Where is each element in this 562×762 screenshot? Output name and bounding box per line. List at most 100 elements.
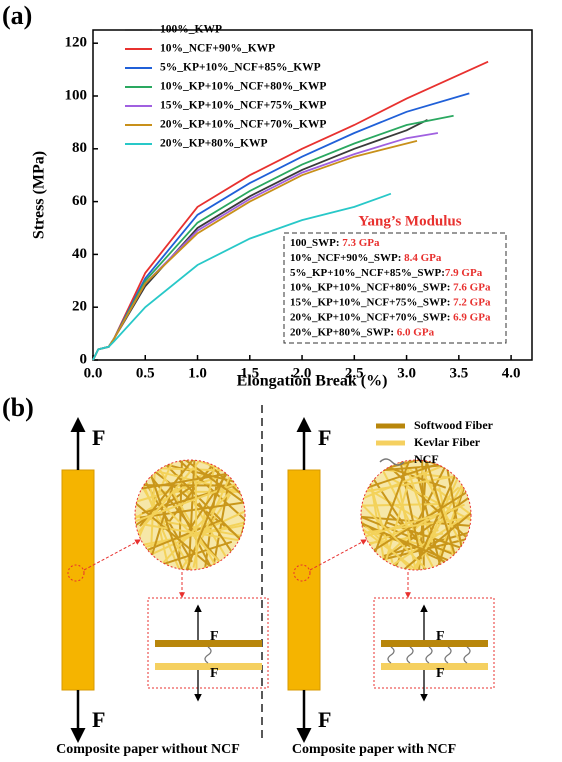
annotation-label: 20%_KP+80%_SWP: xyxy=(290,326,397,338)
annotation-value: 8.4 GPa xyxy=(404,251,442,263)
legend-label: Kevlar Fiber xyxy=(414,435,481,449)
fiber xyxy=(135,484,245,487)
legend-swatch xyxy=(379,458,405,466)
annotation-box xyxy=(283,232,507,344)
fiber xyxy=(361,498,452,570)
zoom-link xyxy=(83,539,142,571)
force-label: F xyxy=(92,707,105,732)
y-axis-title: Stress (MPa) xyxy=(31,151,48,239)
y-tick-label: 80 xyxy=(72,140,87,156)
force-label: F xyxy=(318,707,331,732)
fiber xyxy=(419,467,471,570)
legend-label: NCF xyxy=(414,452,439,466)
ncf xyxy=(425,646,433,664)
kevlar-fiber xyxy=(155,663,262,670)
paper-strip xyxy=(61,469,95,691)
annotation-label: 10%_KP+10%_NCF+80%_SWP: xyxy=(290,281,453,293)
annotation-label: 15%_KP+10%_NCF+75%_SWP: xyxy=(290,296,453,308)
fiber-network-outline xyxy=(360,459,472,571)
y-tick-label: 120 xyxy=(65,35,88,51)
kevlar-fiber xyxy=(381,663,488,670)
fiber xyxy=(398,486,432,570)
x-tick-label: 0.0 xyxy=(84,365,103,381)
fiber xyxy=(135,476,245,570)
fiber xyxy=(361,460,415,570)
annotation-label: 20%_KP+10%_NCF+70%_SWP: xyxy=(290,311,453,323)
annotation-value: 7.9 GPa xyxy=(445,266,483,278)
annotation-label: 10%_NCF+90%_SWP: xyxy=(290,251,404,263)
fiber xyxy=(152,460,235,570)
legend-label: 20%_KP+10%_NCF+70%_KWP xyxy=(160,119,326,131)
zoom-link xyxy=(309,539,368,571)
force-label: F xyxy=(210,629,219,644)
fiber xyxy=(361,500,457,568)
y-tick-label: 60 xyxy=(72,193,87,209)
fiber xyxy=(363,481,410,570)
fiber xyxy=(361,511,444,561)
annotation-value: 7.3 GPa xyxy=(342,237,380,249)
legend-label: 5%_KP+10%_NCF+85%_KWP xyxy=(160,62,321,74)
force-label: F xyxy=(436,629,445,644)
fiber xyxy=(361,470,443,570)
annotation-value: 6.0 GPa xyxy=(397,326,435,338)
annotation-value: 7.6 GPa xyxy=(453,281,491,293)
legend-label: 10%_NCF+90%_KWP xyxy=(160,43,275,55)
panel-label: (b) xyxy=(2,393,34,422)
paper-strip xyxy=(287,469,321,691)
annotation-entry: 10%_KP+10%_NCF+80%_SWP: 7.6 GPa xyxy=(290,281,491,293)
legend-label: 15%_KP+10%_NCF+75%_KWP xyxy=(160,100,326,112)
fiber xyxy=(417,460,471,561)
fiber xyxy=(139,493,245,519)
ncf xyxy=(406,646,414,664)
x-tick-label: 1.5 xyxy=(240,365,259,381)
annotation-value: 6.9 GPa xyxy=(453,311,491,323)
x-axis-title: Elongation Break (%) xyxy=(237,373,388,390)
inset-box xyxy=(147,597,269,689)
annotation-entry: 100_SWP: 7.3 GPa xyxy=(290,237,380,249)
softwood-fiber xyxy=(381,640,488,647)
annotation-entry: 20%_KP+80%_SWP: 6.0 GPa xyxy=(290,326,435,338)
schematic-panel: F F F F Composite paper without NCF xyxy=(56,417,269,757)
fiber xyxy=(361,462,449,525)
fiber xyxy=(157,500,245,570)
fiber xyxy=(135,469,220,570)
ncf xyxy=(444,646,452,664)
legend-label: 20%_KP+80%_KWP xyxy=(160,138,268,150)
fiber xyxy=(424,460,471,570)
fiber xyxy=(361,506,471,570)
fiber xyxy=(368,524,471,564)
zoom-spot xyxy=(293,564,311,582)
series-line xyxy=(92,192,392,361)
fiber xyxy=(391,478,471,554)
fiber xyxy=(421,460,426,570)
softwood-fiber xyxy=(155,640,262,647)
annotation-label: 100_SWP: xyxy=(290,237,342,249)
fiber xyxy=(361,460,457,510)
x-tick-label: 3.0 xyxy=(397,365,416,381)
y-tick-label: 100 xyxy=(65,87,88,103)
inset-box xyxy=(373,597,495,689)
caption: Composite paper with NCF xyxy=(292,742,456,757)
annotation-entry: 5%_KP+10%_NCF+85%_SWP:7.9 GPa xyxy=(290,266,483,278)
annotation-label: 5%_KP+10%_NCF+85%_SWP: xyxy=(290,266,445,278)
fiber xyxy=(194,464,198,570)
fiber xyxy=(169,490,245,570)
ncf xyxy=(387,646,395,664)
x-tick-label: 4.0 xyxy=(502,365,521,381)
x-tick-label: 0.5 xyxy=(136,365,155,381)
fiber xyxy=(361,512,471,537)
fiber xyxy=(361,465,471,494)
annotation-title: Yang’s Modulus xyxy=(358,213,461,229)
annotation-entry: 20%_KP+10%_NCF+70%_SWP: 6.9 GPa xyxy=(290,311,491,323)
ncf xyxy=(463,646,471,664)
fiber xyxy=(140,522,245,552)
annotation-entry: 10%_NCF+90%_SWP: 8.4 GPa xyxy=(290,251,442,263)
series-line xyxy=(92,114,454,361)
legend-label: 10%_KP+10%_NCF+80%_KWP xyxy=(160,81,326,93)
annotation-entry: 15%_KP+10%_NCF+75%_SWP: 7.2 GPa xyxy=(290,296,491,308)
x-tick-label: 2.0 xyxy=(293,365,312,381)
force-label: F xyxy=(210,666,219,681)
x-tick-label: 2.5 xyxy=(345,365,364,381)
ncf xyxy=(204,646,212,664)
plot-frame xyxy=(92,29,533,361)
